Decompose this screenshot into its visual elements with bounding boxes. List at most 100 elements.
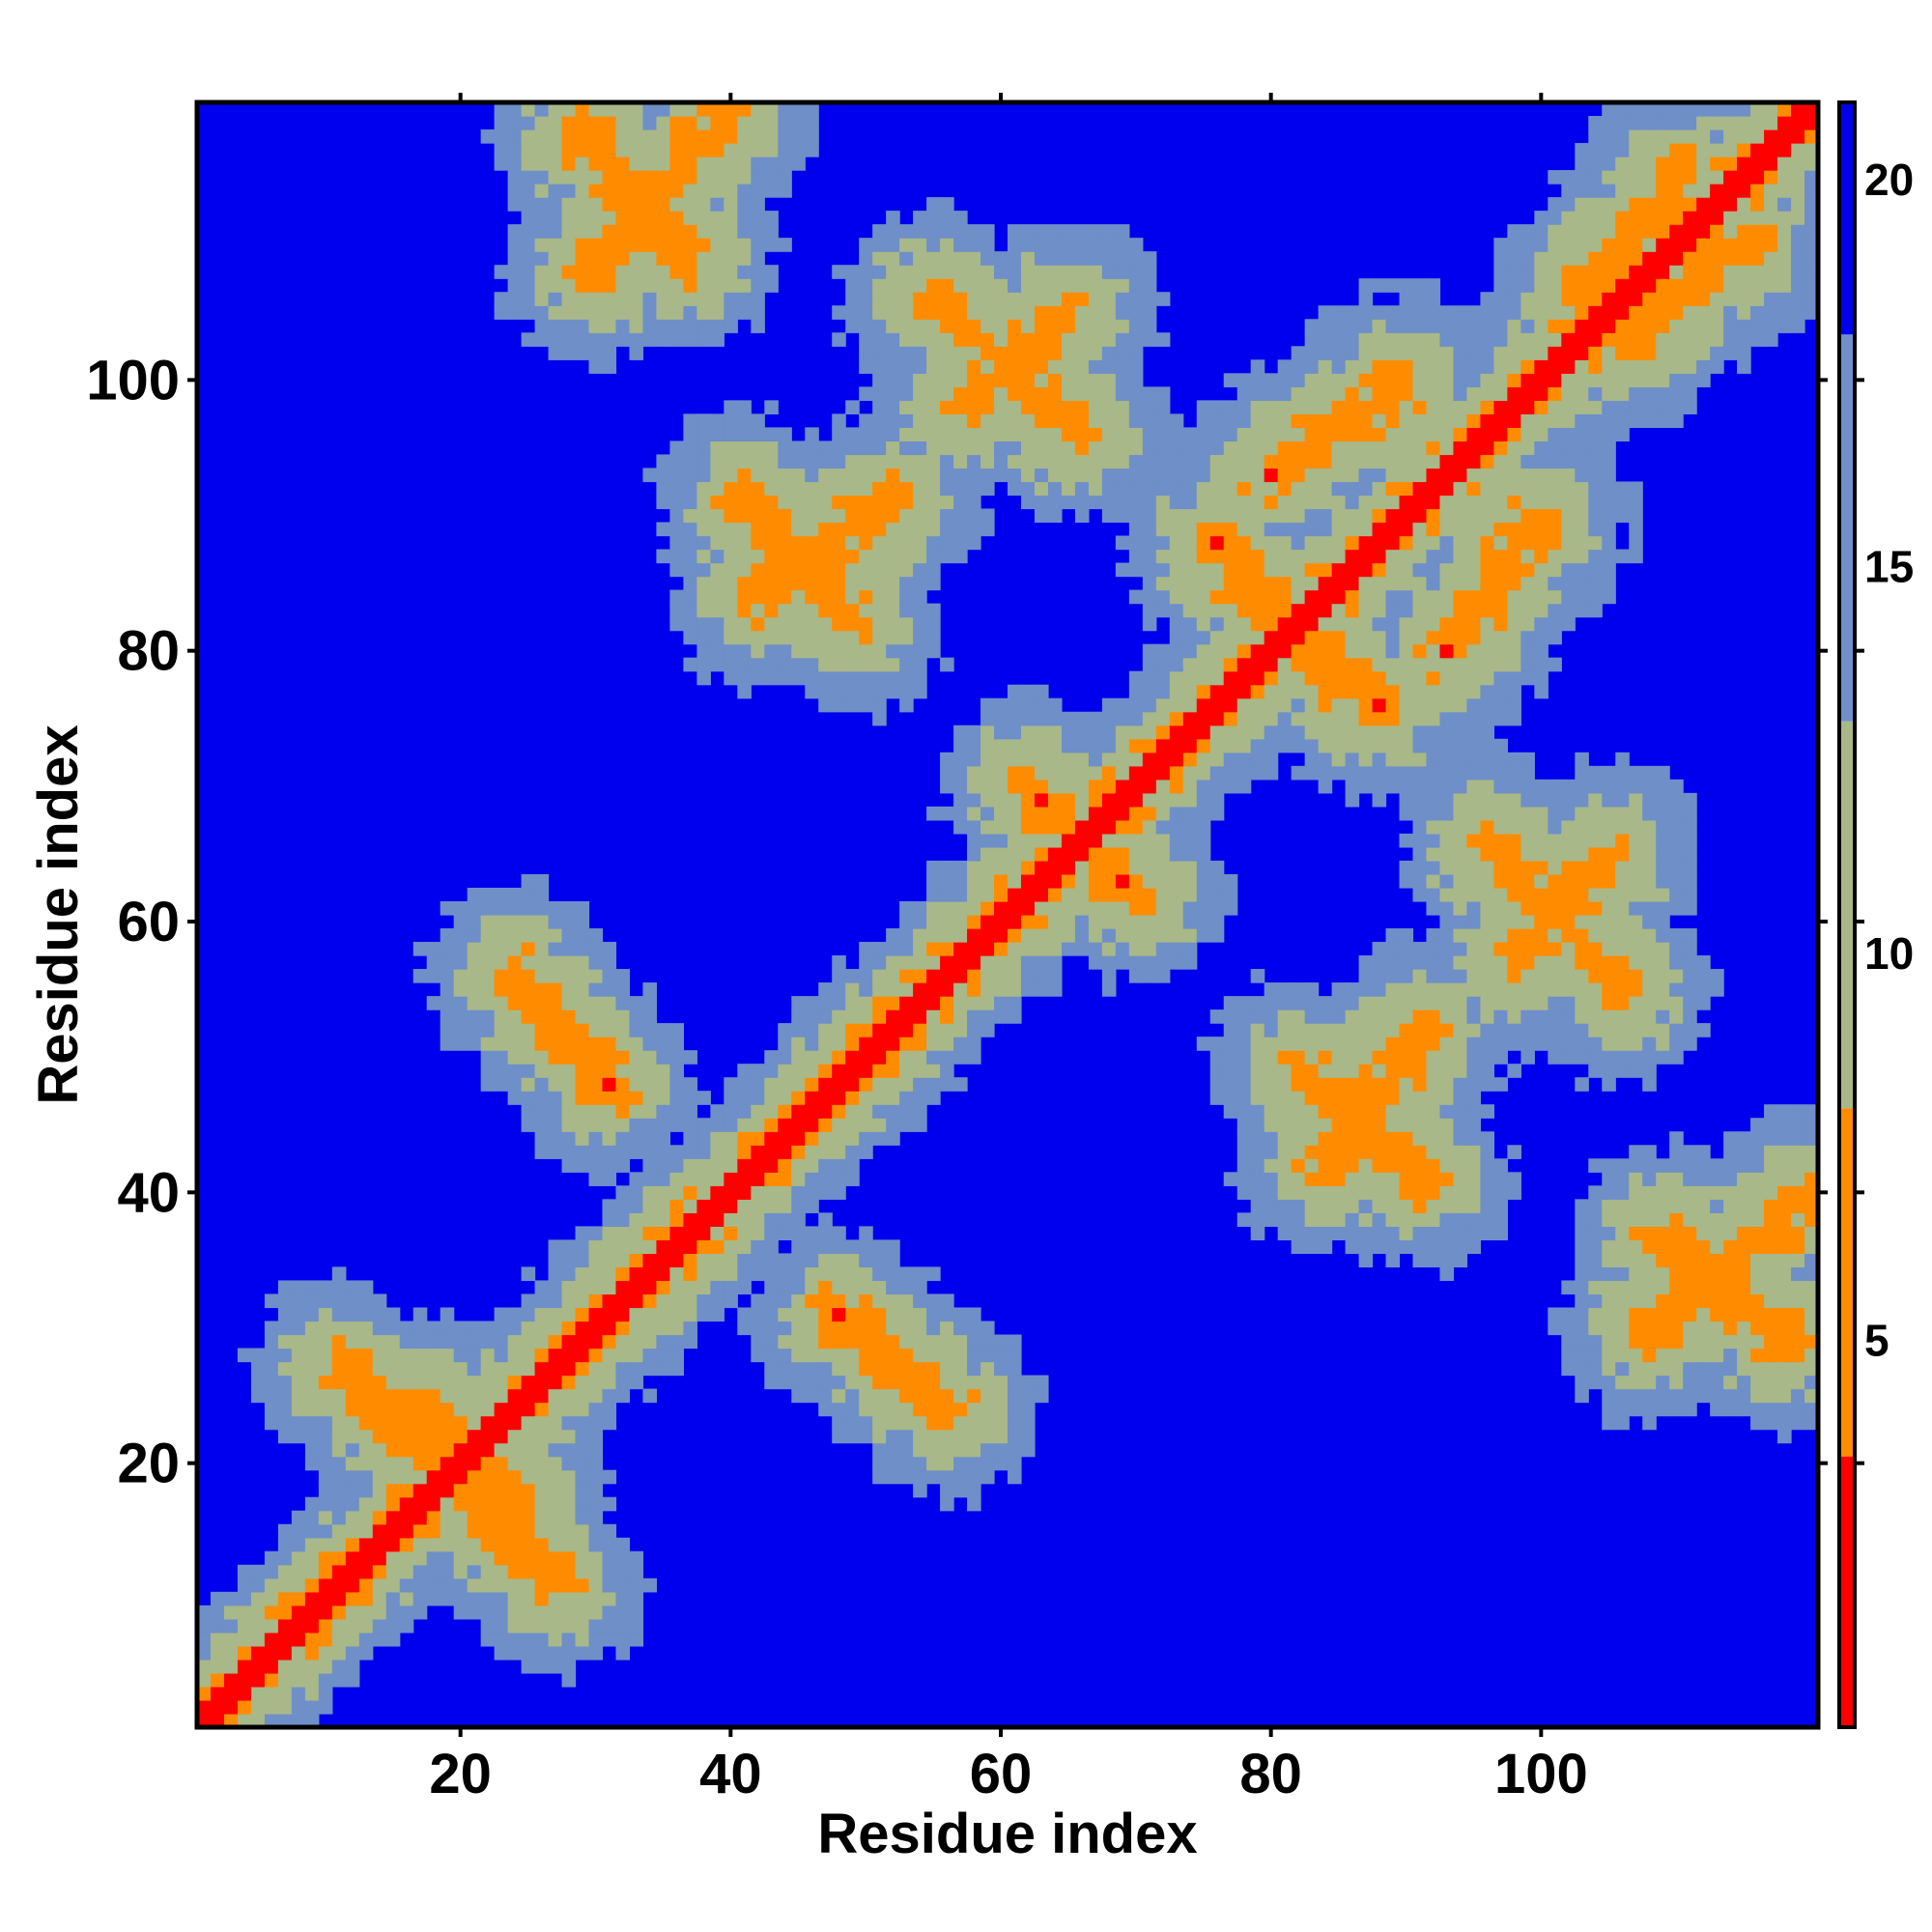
heatmap-cell — [467, 1023, 482, 1037]
heatmap-cell — [737, 535, 752, 551]
heatmap-cell — [521, 1104, 536, 1119]
heatmap-cell — [494, 1605, 509, 1620]
heatmap-cell — [1426, 1077, 1441, 1092]
heatmap-cell — [1128, 508, 1144, 524]
heatmap-cell — [534, 129, 550, 144]
heatmap-cell — [1318, 522, 1333, 537]
heatmap-cell — [602, 942, 617, 956]
heatmap-cell — [1020, 1442, 1036, 1458]
heatmap-cell — [1250, 495, 1265, 510]
heatmap-cell — [980, 792, 995, 808]
heatmap-cell — [588, 1118, 604, 1132]
heatmap-cell — [1318, 359, 1333, 374]
heatmap-cell — [372, 1591, 387, 1606]
heatmap-cell — [521, 1118, 536, 1132]
heatmap-cell — [521, 1496, 536, 1512]
heatmap-cell — [845, 427, 860, 442]
heatmap-cell — [1453, 670, 1468, 686]
heatmap-cell — [1493, 928, 1508, 943]
heatmap-cell — [358, 1375, 374, 1390]
heatmap-cell — [1142, 481, 1157, 497]
heatmap-cell — [926, 806, 941, 821]
heatmap-cell — [1169, 779, 1184, 794]
heatmap-cell — [1236, 386, 1252, 401]
heatmap-cell — [615, 1605, 631, 1620]
heatmap-cell — [494, 942, 509, 956]
heatmap-cell — [1548, 873, 1562, 889]
heatmap-cell — [615, 170, 631, 185]
heatmap-cell — [1304, 1145, 1320, 1159]
heatmap-cell — [1128, 427, 1144, 442]
heatmap-cell — [656, 454, 671, 469]
heatmap-cell — [1250, 468, 1265, 483]
heatmap-cell — [791, 1091, 806, 1105]
heatmap-cell — [669, 1037, 684, 1051]
heatmap-cell — [642, 1145, 658, 1159]
heatmap-cell — [1074, 915, 1090, 929]
heatmap-cell — [615, 1037, 631, 1051]
heatmap-cell — [1304, 549, 1320, 564]
heatmap-cell — [791, 1361, 806, 1377]
heatmap-cell — [1439, 806, 1455, 821]
heatmap-cell — [1155, 846, 1171, 862]
heatmap-cell — [1061, 887, 1076, 902]
heatmap-cell — [1088, 765, 1103, 781]
heatmap-cell — [1345, 1239, 1360, 1255]
heatmap-cell — [1088, 481, 1103, 497]
heatmap-cell — [1493, 670, 1508, 686]
heatmap-cell — [859, 1037, 873, 1051]
heatmap-cell — [467, 996, 482, 1010]
heatmap-cell — [1008, 440, 1022, 456]
heatmap-cell — [318, 1388, 333, 1404]
heatmap-cell — [1101, 386, 1117, 401]
heatmap-cell — [724, 630, 738, 645]
heatmap-cell — [724, 603, 738, 618]
heatmap-cell — [629, 1618, 644, 1634]
heatmap-cell — [994, 1415, 1009, 1431]
heatmap-cell — [1358, 549, 1374, 564]
heatmap-cell — [791, 143, 806, 157]
heatmap-cell — [1439, 589, 1455, 605]
heatmap-cell — [1372, 752, 1387, 767]
heatmap-cell — [1034, 265, 1049, 279]
heatmap-cell — [507, 1456, 523, 1471]
heatmap-cell — [859, 1293, 873, 1309]
heatmap-cell — [994, 427, 1009, 442]
heatmap-cell — [1331, 1009, 1347, 1024]
heatmap-cell — [1196, 535, 1211, 551]
heatmap-cell — [967, 1429, 981, 1444]
heatmap-cell — [1426, 1104, 1441, 1119]
heatmap-cell — [629, 1280, 644, 1295]
heatmap-cell — [453, 1469, 469, 1485]
heatmap-cell — [575, 129, 590, 144]
heatmap-cell — [264, 1402, 279, 1417]
heatmap-cell — [683, 495, 697, 510]
heatmap-cell — [683, 1307, 697, 1322]
heatmap-cell — [1399, 1145, 1414, 1159]
heatmap-cell — [1101, 400, 1117, 414]
heatmap-cell — [751, 102, 765, 117]
heatmap-cell — [372, 1348, 387, 1363]
heatmap-cell — [548, 170, 563, 185]
heatmap-cell — [521, 1077, 536, 1092]
heatmap-cell — [778, 1253, 792, 1268]
heatmap-cell — [304, 1415, 320, 1431]
heatmap-cell — [588, 1037, 604, 1051]
heatmap-cell — [710, 454, 724, 469]
heatmap-cell — [1020, 265, 1036, 279]
heatmap-cell — [1358, 440, 1374, 456]
heatmap-cell — [967, 955, 981, 970]
heatmap-cell — [588, 1537, 604, 1552]
heatmap-cell — [467, 1456, 482, 1471]
heatmap-cell — [629, 1253, 644, 1268]
heatmap-cell — [1345, 522, 1360, 537]
heatmap-cell — [615, 1645, 631, 1661]
heatmap-cell — [724, 278, 738, 293]
heatmap-cell — [994, 996, 1009, 1010]
heatmap-cell — [859, 969, 873, 983]
heatmap-cell — [1074, 440, 1090, 456]
heatmap-cell — [494, 1632, 509, 1647]
heatmap-cell — [1439, 1077, 1455, 1092]
heatmap-cell — [1169, 697, 1184, 713]
heatmap-cell — [1358, 1212, 1374, 1227]
